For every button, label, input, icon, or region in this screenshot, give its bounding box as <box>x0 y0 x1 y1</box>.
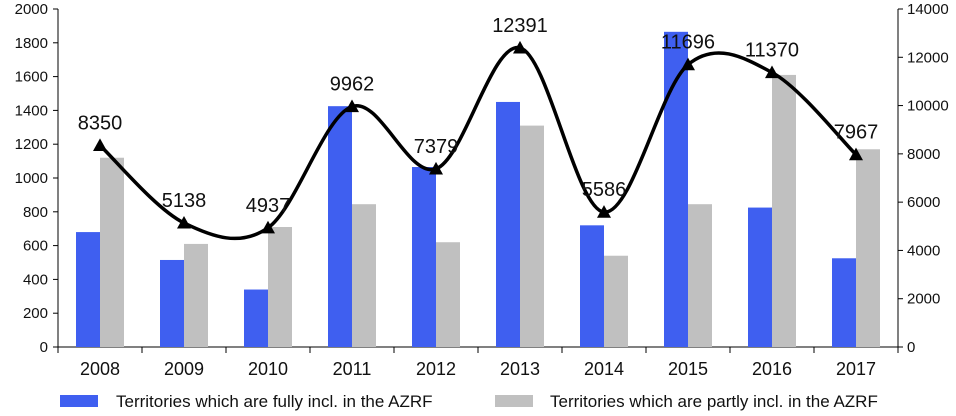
trend-line-path <box>98 46 858 241</box>
trend-line-marker <box>849 147 863 161</box>
bar-partly-incl <box>352 204 376 347</box>
x-tick-label: 2016 <box>752 359 792 379</box>
trend-line-marker <box>681 57 695 71</box>
x-tick-label: 2015 <box>668 359 708 379</box>
trend-line-data-label: 9962 <box>330 73 375 95</box>
y-right-tick-label: 6000 <box>907 194 940 211</box>
bar-fully-incl <box>580 225 604 347</box>
y-left-tick-label: 400 <box>23 271 48 288</box>
x-tick-label: 2013 <box>500 359 540 379</box>
x-tick-label: 2017 <box>836 359 876 379</box>
y-left-tick-label: 1000 <box>15 170 48 187</box>
axes: 0 200 400 600 800 1000 1200 1400 1600 1800 2000 0 20… <box>15 1 949 379</box>
y-left-tick-label: 2000 <box>15 1 48 18</box>
legend-label-partly-incl: Territories which are partly incl. in th… <box>550 392 878 411</box>
legend: Territories which are fully incl. in the… <box>60 392 878 411</box>
trend-line-marker <box>513 40 527 54</box>
x-tick-label: 2009 <box>164 359 204 379</box>
y-left-tick-label: 200 <box>23 305 48 322</box>
trend-line <box>93 40 863 241</box>
y-right-tick-label: 2000 <box>907 291 940 308</box>
x-tick-label: 2012 <box>416 359 456 379</box>
trend-line-marker <box>93 138 107 152</box>
legend-label-fully-incl: Territories which are fully incl. in the… <box>116 392 433 411</box>
bar-partly-incl <box>688 204 712 347</box>
trend-line-data-label: 4937 <box>246 195 291 217</box>
bar-partly-incl <box>436 242 460 347</box>
bar-partly-incl <box>604 255 628 347</box>
y-right-tick-label: 10000 <box>907 98 949 115</box>
bars <box>76 31 880 347</box>
trend-line-data-label: 8350 <box>78 112 123 134</box>
bar-partly-incl <box>184 243 208 347</box>
y-left-tick-label: 600 <box>23 238 48 255</box>
bar-partly-incl <box>772 74 796 347</box>
bar-fully-incl <box>748 207 772 347</box>
trend-line-marker <box>261 220 275 234</box>
bar-partly-incl <box>856 149 880 347</box>
y-right-tick-label: 8000 <box>907 146 940 163</box>
x-tick-label: 2011 <box>333 359 372 379</box>
bar-fully-incl <box>328 106 352 347</box>
y-left-tick-label: 0 <box>40 339 48 356</box>
trend-line-data-label: 7967 <box>834 122 879 144</box>
bar-partly-incl <box>268 227 292 347</box>
legend-swatch-partly-incl <box>495 395 533 407</box>
bar-fully-incl <box>76 232 100 347</box>
x-tick-label: 2010 <box>248 359 288 379</box>
trend-line-data-label: 11696 <box>661 32 715 54</box>
trend-line-data-label: 11370 <box>745 39 799 61</box>
y-left-tick-label: 1600 <box>15 69 48 86</box>
y-right-tick-label: 4000 <box>907 242 940 259</box>
y-left-tick-label: 800 <box>23 204 48 221</box>
bar-fully-incl <box>160 259 184 347</box>
x-tick-label: 2008 <box>80 359 120 379</box>
trend-line-marker <box>177 215 191 229</box>
bar-fully-incl <box>412 167 436 347</box>
trend-line-data-label: 5138 <box>162 190 207 212</box>
y-left-tick-label: 1800 <box>15 35 48 52</box>
trend-line-marker <box>765 65 779 79</box>
y-left-tick-label: 1200 <box>15 136 48 153</box>
trend-line-marker <box>597 205 611 218</box>
y-right-tick-label: 0 <box>907 339 915 356</box>
y-right-tick-label: 12000 <box>907 49 949 66</box>
bar-fully-incl <box>664 31 688 347</box>
bar-partly-incl <box>100 157 124 347</box>
x-tick-label: 2014 <box>584 359 624 379</box>
bar-fully-incl <box>244 289 268 347</box>
data-labels: 8350 5138 4937 9962 7379 12391 5586 11696 11370 7… <box>78 15 879 217</box>
legend-swatch-fully-incl <box>60 395 98 407</box>
trend-line-data-label: 7379 <box>414 136 459 158</box>
y-left-tick-label: 1400 <box>15 102 48 119</box>
trend-line-data-label: 5586 <box>582 179 627 201</box>
bar-fully-incl <box>496 101 520 347</box>
trend-line-marker <box>429 161 443 175</box>
bar-partly-incl <box>520 125 544 347</box>
bar-fully-incl <box>832 258 856 347</box>
y-right-tick-label: 14000 <box>907 1 949 18</box>
trend-line-data-label: 12391 <box>492 15 548 37</box>
trend-line-marker <box>345 99 359 113</box>
